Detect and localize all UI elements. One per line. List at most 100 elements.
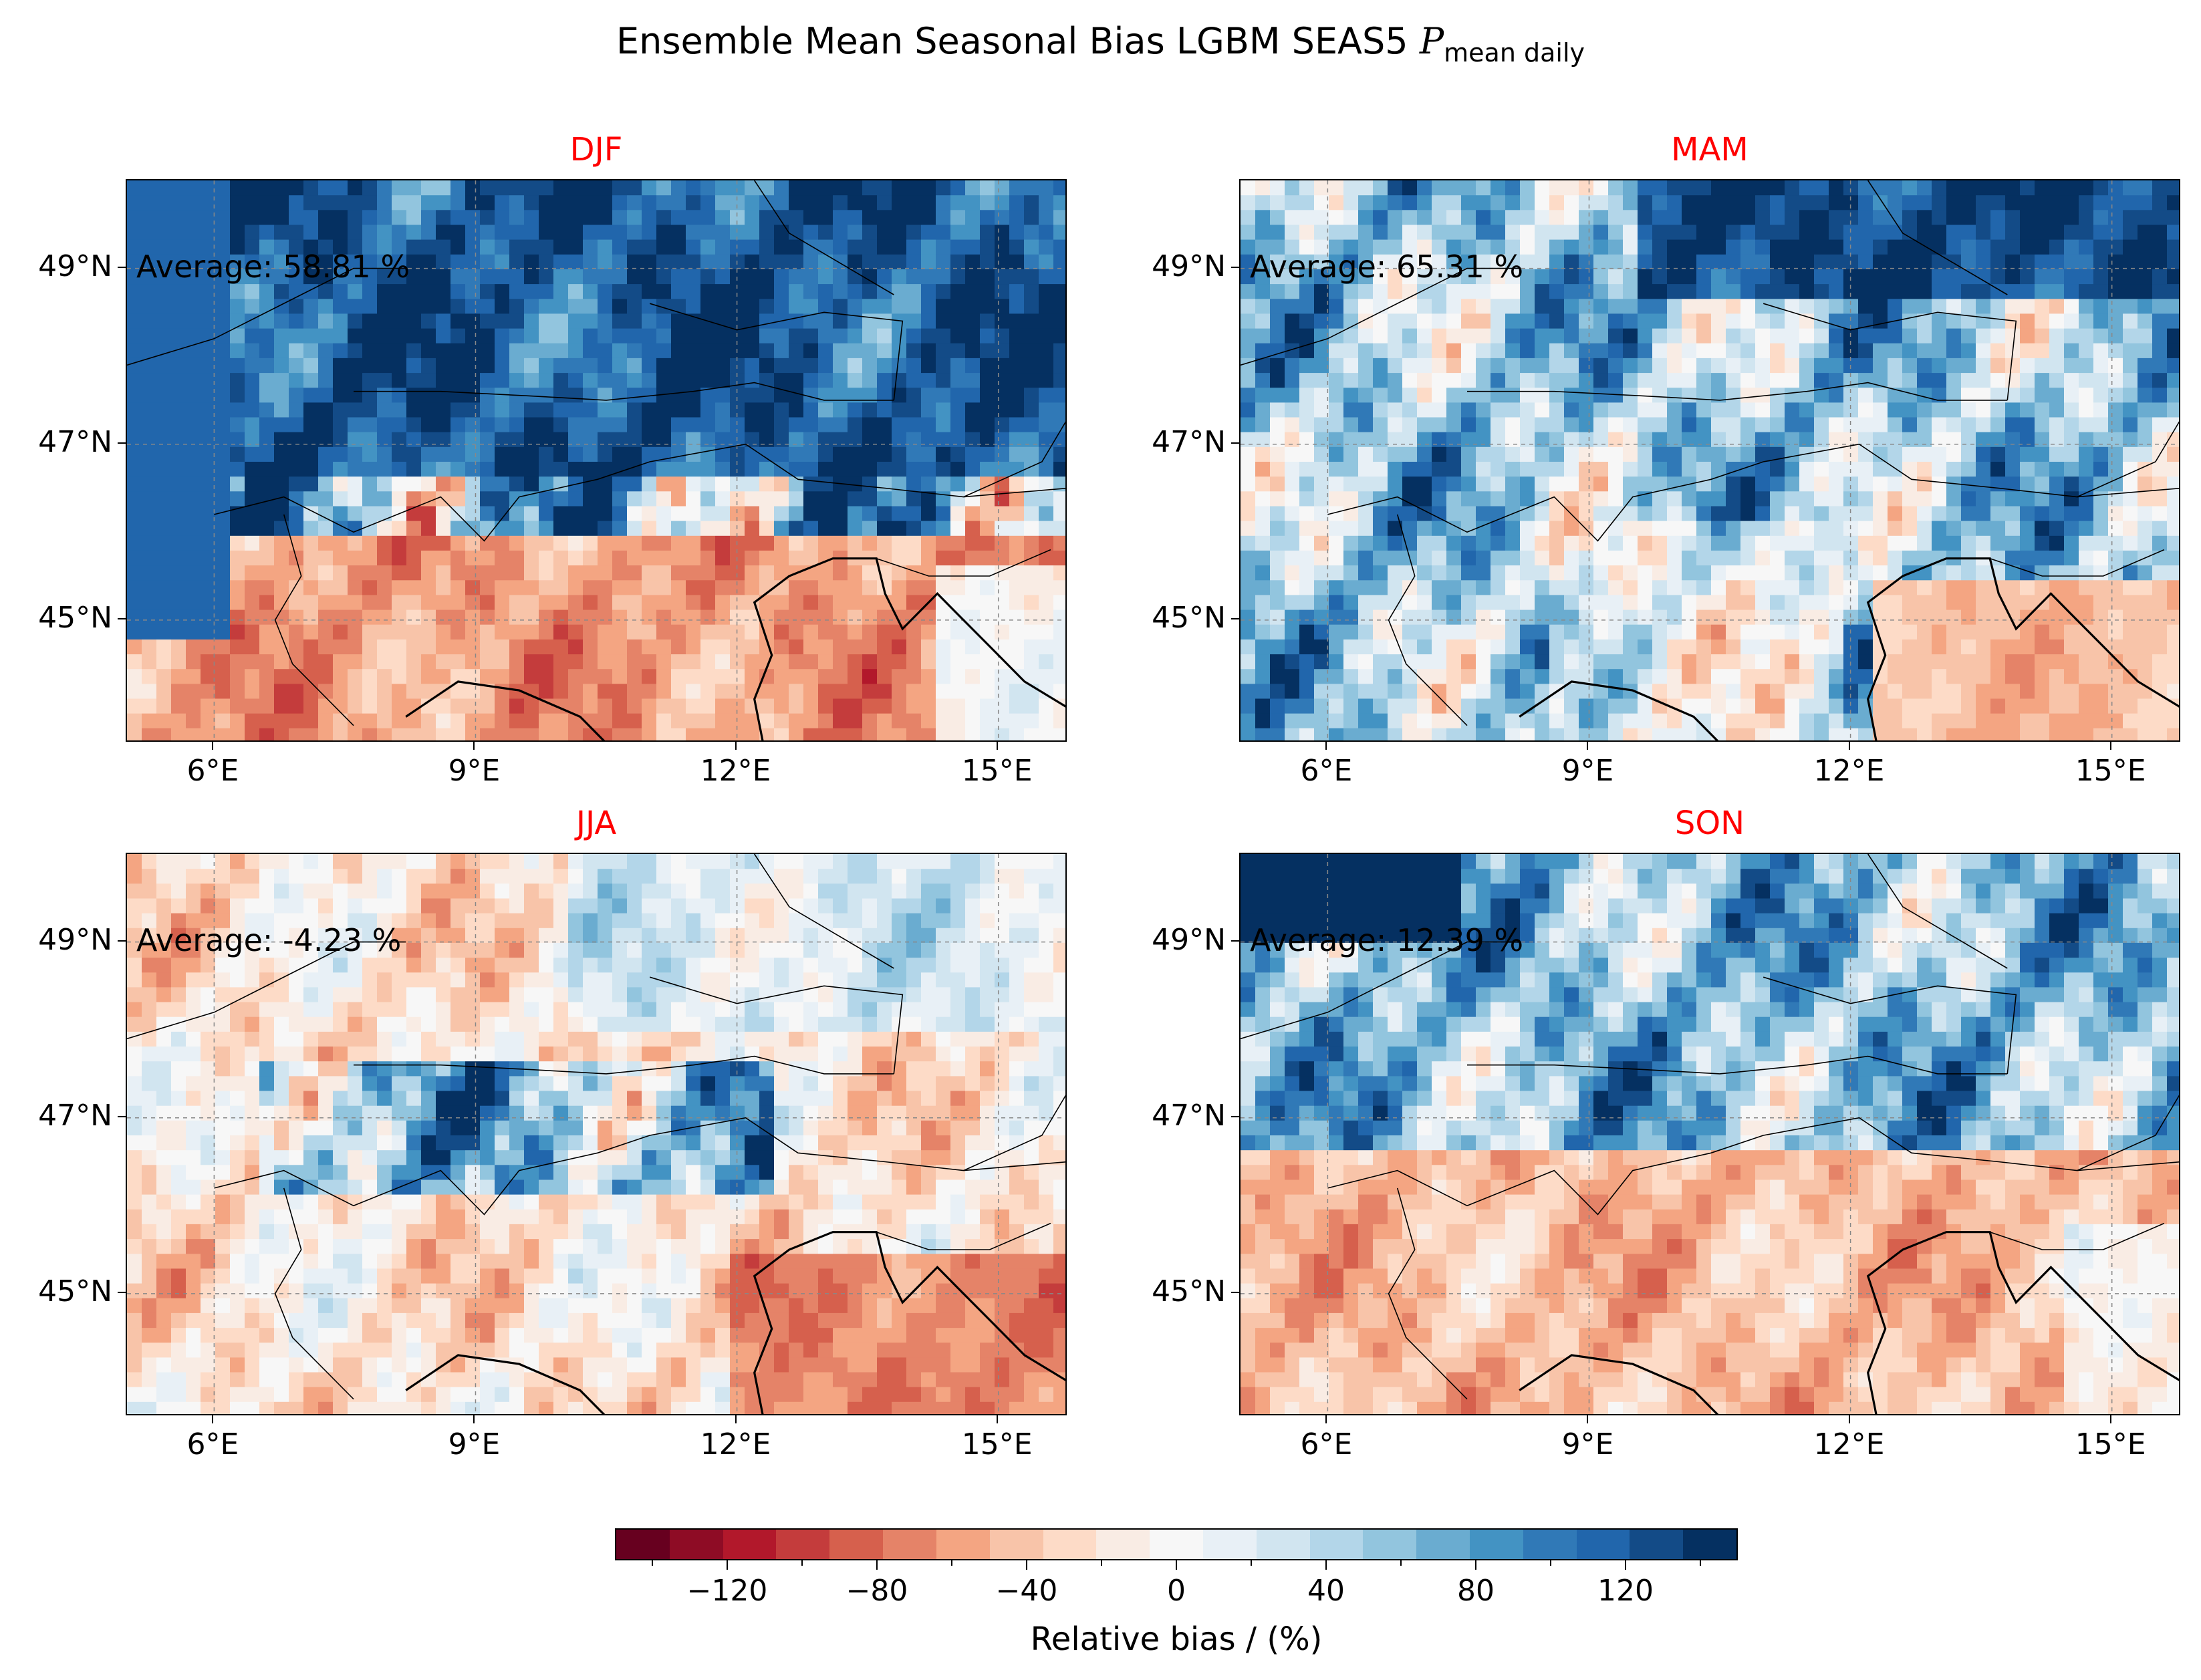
lon-tick-label: 15°E	[2075, 1427, 2146, 1461]
lon-tick-label: 6°E	[1300, 1427, 1353, 1461]
country-border	[127, 941, 406, 1040]
lat-tick-label: 49°N	[1152, 249, 1226, 283]
lat-tick-label: 47°N	[38, 1098, 112, 1133]
country-border	[1241, 267, 1520, 366]
figure-title: Ensemble Mean Seasonal Bias LGBM SEAS5 P…	[616, 20, 1585, 67]
country-border	[1989, 1222, 2165, 1250]
colorbar-swatch	[776, 1530, 830, 1559]
lon-tick-label: 9°E	[448, 754, 501, 788]
country-border	[2077, 421, 2179, 498]
lat-tick-label: 47°N	[1152, 424, 1226, 459]
lon-tick-label: 9°E	[1561, 754, 1614, 788]
colorbar-swatch	[1630, 1530, 1684, 1559]
lon-tick-label: 6°E	[186, 754, 239, 788]
colorbar-swatch	[1470, 1530, 1523, 1559]
lon-tick-mark	[996, 1415, 998, 1423]
lon-tick-mark	[1587, 1415, 1589, 1423]
lon-tick-mark	[1325, 1415, 1327, 1423]
lat-tick-label: 45°N	[38, 600, 112, 635]
colorbar-tick-mark	[1700, 1560, 1701, 1566]
colorbar-tick-mark	[951, 1560, 952, 1566]
colorbar-swatch	[829, 1530, 884, 1559]
lon-tick-mark	[473, 742, 475, 750]
lat-tick-label: 45°N	[1152, 600, 1226, 635]
country-border	[963, 421, 1065, 498]
lon-tick-mark	[735, 1415, 737, 1423]
country-border	[1763, 303, 2017, 400]
map-panel-son: Average: 12.39 %	[1239, 853, 2180, 1415]
lon-tick-mark	[2109, 742, 2111, 750]
lon-tick-label: 9°E	[448, 1427, 501, 1461]
average-label: Average: 65.31 %	[1250, 248, 1524, 285]
colorbar-swatch	[1416, 1530, 1470, 1559]
lon-tick-mark	[212, 1415, 214, 1423]
lon-tick-label: 6°E	[1300, 754, 1353, 788]
coastline	[1519, 680, 1719, 740]
coastline	[1866, 557, 2179, 740]
colorbar-swatch	[616, 1530, 670, 1559]
lon-tick-label: 12°E	[700, 1427, 771, 1461]
colorbar-swatch	[1576, 1530, 1630, 1559]
colorbar-tick-mark	[1400, 1560, 1402, 1566]
country-border	[274, 514, 354, 726]
lon-tick-label: 6°E	[186, 1427, 239, 1461]
lat-tick-mark	[1231, 940, 1239, 942]
average-label: Average: -4.23 %	[136, 922, 402, 958]
panel-title-jja: JJA	[575, 805, 617, 842]
colorbar-swatch	[723, 1530, 777, 1559]
colorbar-tick-label: −80	[846, 1574, 908, 1608]
country-border	[1467, 382, 2008, 401]
coastline	[405, 680, 606, 740]
colorbar-swatch	[1363, 1530, 1417, 1559]
country-border	[274, 1187, 354, 1400]
country-border	[1327, 1117, 2179, 1216]
bias-field	[127, 180, 1065, 740]
lat-tick-label: 45°N	[38, 1274, 112, 1308]
colorbar-tick-label: 40	[1307, 1574, 1345, 1608]
colorbar-tick-label: −120	[686, 1574, 768, 1608]
lat-tick-label: 49°N	[38, 249, 112, 283]
colorbar-swatch	[1202, 1530, 1257, 1559]
country-border	[1867, 180, 2008, 295]
colorbar-tick-label: 0	[1167, 1574, 1186, 1608]
lon-tick-mark	[996, 742, 998, 750]
lat-tick-mark	[1231, 1115, 1239, 1117]
colorbar-tick-label: 80	[1457, 1574, 1495, 1608]
country-border	[1388, 514, 1468, 726]
country-border	[214, 1117, 1065, 1216]
lon-tick-label: 12°E	[1813, 1427, 1885, 1461]
country-border	[2077, 1095, 2179, 1171]
lat-tick-mark	[1231, 442, 1239, 444]
lon-tick-label: 12°E	[1813, 754, 1885, 788]
colorbar-tick-label: 120	[1597, 1574, 1654, 1608]
colorbar-swatch	[883, 1530, 936, 1559]
country-border	[963, 1095, 1065, 1171]
lon-tick-label: 12°E	[700, 754, 771, 788]
coastline	[1519, 1354, 1719, 1414]
colorbar-tick-mark	[876, 1560, 878, 1570]
country-border	[1989, 549, 2165, 577]
map-panel-jja: Average: -4.23 %	[126, 853, 1067, 1415]
lon-tick-mark	[735, 742, 737, 750]
country-border	[1327, 443, 2179, 542]
lon-tick-label: 9°E	[1561, 1427, 1614, 1461]
coastline	[753, 1231, 1065, 1414]
colorbar	[615, 1528, 1738, 1560]
country-border	[1867, 854, 2008, 969]
lat-tick-label: 47°N	[38, 424, 112, 459]
lon-tick-mark	[473, 1415, 475, 1423]
country-border	[754, 180, 894, 295]
lat-tick-label: 45°N	[1152, 1274, 1226, 1308]
lon-tick-mark	[1587, 742, 1589, 750]
colorbar-tick-mark	[1625, 1560, 1626, 1570]
country-border	[1241, 941, 1520, 1040]
lat-tick-label: 49°N	[1152, 922, 1226, 957]
colorbar-swatch	[989, 1530, 1043, 1559]
country-border	[214, 443, 1065, 542]
lat-tick-mark	[118, 1115, 126, 1117]
lat-tick-mark	[1231, 617, 1239, 619]
colorbar-tick-mark	[1026, 1560, 1027, 1570]
lat-tick-mark	[118, 617, 126, 619]
colorbar-swatch	[1043, 1530, 1097, 1559]
panel-title-djf: DJF	[569, 131, 623, 168]
